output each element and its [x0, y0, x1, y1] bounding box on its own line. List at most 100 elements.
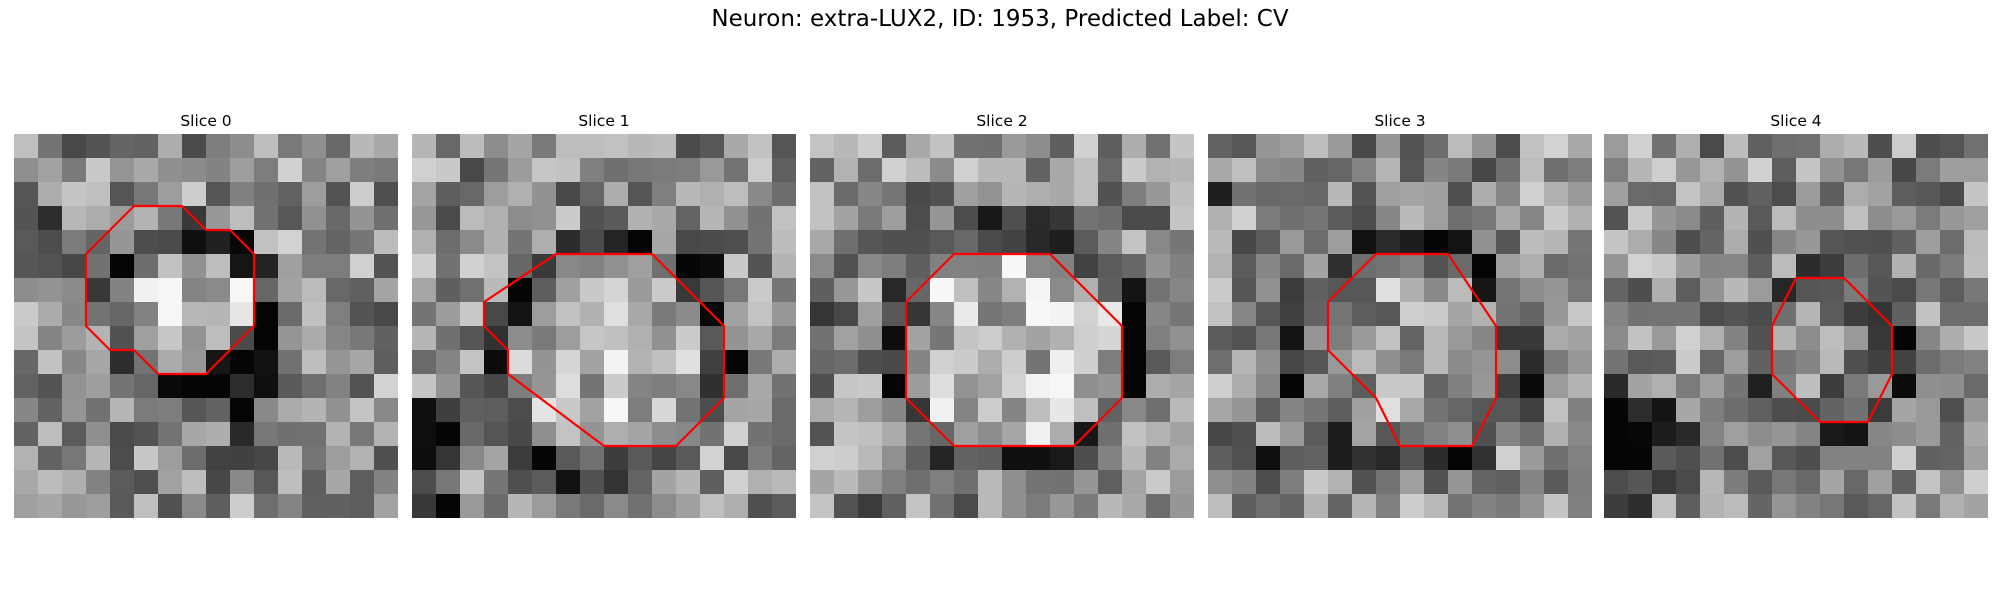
image-pixel — [1146, 398, 1171, 423]
image-pixel — [628, 494, 653, 518]
image-pixel — [882, 278, 907, 303]
image-pixel — [412, 230, 437, 255]
image-pixel — [374, 206, 398, 231]
image-pixel — [1472, 470, 1497, 495]
image-pixel — [1964, 134, 1988, 159]
image-pixel — [882, 302, 907, 327]
image-pixel — [1328, 446, 1353, 471]
image-pixel — [1232, 182, 1257, 207]
image-pixel — [532, 350, 557, 375]
image-pixel — [14, 326, 39, 351]
image-pixel — [1724, 182, 1749, 207]
image-pixel — [1868, 254, 1893, 279]
image-pixel — [302, 158, 327, 183]
image-pixel — [1098, 230, 1123, 255]
image-pixel — [1352, 302, 1377, 327]
image-pixel — [1002, 158, 1027, 183]
image-pixel — [206, 206, 231, 231]
image-pixel — [1400, 470, 1425, 495]
image-pixel — [834, 230, 859, 255]
image-pixel — [1376, 494, 1401, 518]
image-pixel — [182, 494, 207, 518]
image-pixel — [930, 158, 955, 183]
image-pixel — [62, 134, 87, 159]
image-pixel — [532, 158, 557, 183]
image-pixel — [1170, 158, 1194, 183]
image-pixel — [1964, 494, 1988, 518]
image-pixel — [772, 494, 796, 518]
image-pixel — [1748, 302, 1773, 327]
image-pixel — [206, 398, 231, 423]
image-pixel — [810, 446, 835, 471]
image-pixel — [1820, 134, 1845, 159]
image-pixel — [748, 254, 773, 279]
image-pixel — [302, 350, 327, 375]
image-pixel — [1122, 182, 1147, 207]
image-pixel — [436, 158, 461, 183]
image-pixel — [1568, 446, 1592, 471]
image-pixel — [278, 326, 303, 351]
image-pixel — [1352, 422, 1377, 447]
image-pixel — [278, 422, 303, 447]
image-pixel — [1232, 374, 1257, 399]
image-pixel — [86, 182, 111, 207]
image-pixel — [278, 350, 303, 375]
image-pixel — [1050, 422, 1075, 447]
image-pixel — [1628, 278, 1653, 303]
image-pixel — [1352, 398, 1377, 423]
image-pixel — [882, 374, 907, 399]
image-pixel — [302, 326, 327, 351]
image-pixel — [1304, 374, 1329, 399]
image-pixel — [1700, 374, 1725, 399]
image-pixel — [1170, 446, 1194, 471]
image-pixel — [1074, 182, 1099, 207]
image-pixel — [882, 206, 907, 231]
image-pixel — [412, 206, 437, 231]
image-pixel — [1892, 134, 1917, 159]
image-pixel — [1146, 350, 1171, 375]
image-pixel — [580, 398, 605, 423]
image-pixel — [1544, 206, 1569, 231]
image-pixel — [1748, 350, 1773, 375]
image-pixel — [436, 254, 461, 279]
image-pixel — [230, 350, 255, 375]
image-pixel — [1520, 446, 1545, 471]
image-pixel — [1868, 446, 1893, 471]
image-pixel — [1352, 446, 1377, 471]
image-pixel — [326, 278, 351, 303]
image-pixel — [484, 158, 509, 183]
image-pixel — [1328, 134, 1353, 159]
image-pixel — [326, 446, 351, 471]
image-pixel — [978, 158, 1003, 183]
image-pixel — [1916, 206, 1941, 231]
image-pixel — [1472, 254, 1497, 279]
image-pixel — [772, 278, 796, 303]
image-pixel — [1448, 230, 1473, 255]
image-pixel — [14, 350, 39, 375]
image-pixel — [1604, 494, 1629, 518]
image-pixel — [1002, 254, 1027, 279]
image-pixel — [86, 422, 111, 447]
image-pixel — [772, 158, 796, 183]
image-pixel — [858, 494, 883, 518]
image-pixel — [134, 158, 159, 183]
image-pixel — [436, 398, 461, 423]
image-pixel — [1604, 398, 1629, 423]
image-pixel — [628, 446, 653, 471]
image-pixel — [158, 302, 183, 327]
image-pixel — [1676, 230, 1701, 255]
image-pixel — [1146, 158, 1171, 183]
image-pixel — [858, 350, 883, 375]
image-pixel — [62, 326, 87, 351]
image-pixel — [1376, 182, 1401, 207]
image-pixel — [134, 182, 159, 207]
image-pixel — [86, 398, 111, 423]
image-pixel — [1772, 398, 1797, 423]
image-pixel — [1208, 374, 1233, 399]
image-pixel — [676, 134, 701, 159]
image-pixel — [158, 134, 183, 159]
image-pixel — [1604, 326, 1629, 351]
image-pixel — [858, 158, 883, 183]
image-pixel — [652, 326, 677, 351]
image-pixel — [906, 158, 931, 183]
